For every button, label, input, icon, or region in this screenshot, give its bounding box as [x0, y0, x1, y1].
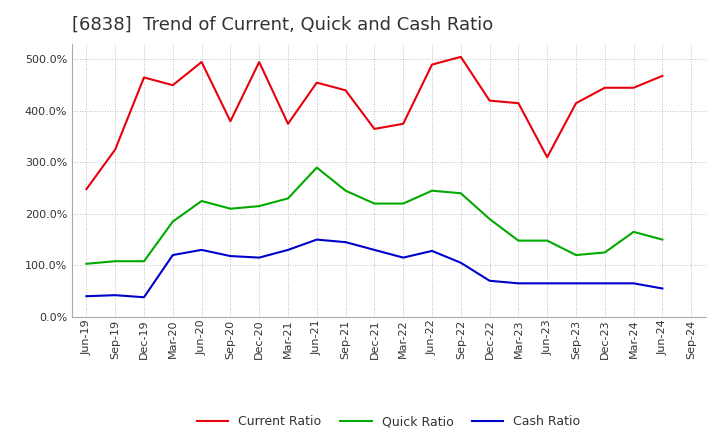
Current Ratio	[341, 88, 350, 93]
Current Ratio	[197, 59, 206, 65]
Quick Ratio	[82, 261, 91, 267]
Quick Ratio	[629, 229, 638, 235]
Cash Ratio	[572, 281, 580, 286]
Cash Ratio	[456, 260, 465, 265]
Current Ratio	[629, 85, 638, 90]
Cash Ratio	[284, 247, 292, 253]
Cash Ratio	[111, 293, 120, 298]
Quick Ratio	[399, 201, 408, 206]
Quick Ratio	[226, 206, 235, 211]
Cash Ratio	[370, 247, 379, 253]
Quick Ratio	[428, 188, 436, 193]
Cash Ratio	[658, 286, 667, 291]
Quick Ratio	[658, 237, 667, 242]
Text: [6838]  Trend of Current, Quick and Cash Ratio: [6838] Trend of Current, Quick and Cash …	[72, 16, 493, 34]
Legend: Current Ratio, Quick Ratio, Cash Ratio: Current Ratio, Quick Ratio, Cash Ratio	[192, 411, 585, 433]
Quick Ratio	[370, 201, 379, 206]
Quick Ratio	[456, 191, 465, 196]
Current Ratio	[399, 121, 408, 126]
Current Ratio	[226, 118, 235, 124]
Quick Ratio	[284, 196, 292, 201]
Quick Ratio	[312, 165, 321, 170]
Quick Ratio	[600, 250, 609, 255]
Current Ratio	[428, 62, 436, 67]
Current Ratio	[543, 154, 552, 160]
Cash Ratio	[428, 248, 436, 253]
Current Ratio	[140, 75, 148, 80]
Cash Ratio	[312, 237, 321, 242]
Quick Ratio	[197, 198, 206, 204]
Line: Quick Ratio: Quick Ratio	[86, 168, 662, 264]
Line: Cash Ratio: Cash Ratio	[86, 240, 662, 297]
Cash Ratio	[399, 255, 408, 260]
Current Ratio	[82, 187, 91, 192]
Cash Ratio	[168, 253, 177, 258]
Quick Ratio	[255, 203, 264, 209]
Current Ratio	[370, 126, 379, 132]
Cash Ratio	[485, 278, 494, 283]
Current Ratio	[111, 147, 120, 152]
Quick Ratio	[111, 259, 120, 264]
Current Ratio	[284, 121, 292, 126]
Quick Ratio	[485, 216, 494, 222]
Quick Ratio	[140, 259, 148, 264]
Cash Ratio	[543, 281, 552, 286]
Quick Ratio	[543, 238, 552, 243]
Quick Ratio	[514, 238, 523, 243]
Current Ratio	[514, 101, 523, 106]
Current Ratio	[485, 98, 494, 103]
Line: Current Ratio: Current Ratio	[86, 57, 662, 189]
Cash Ratio	[82, 293, 91, 299]
Cash Ratio	[226, 253, 235, 259]
Current Ratio	[658, 73, 667, 79]
Current Ratio	[572, 101, 580, 106]
Cash Ratio	[255, 255, 264, 260]
Cash Ratio	[629, 281, 638, 286]
Cash Ratio	[600, 281, 609, 286]
Cash Ratio	[140, 295, 148, 300]
Cash Ratio	[341, 239, 350, 245]
Current Ratio	[168, 83, 177, 88]
Current Ratio	[456, 54, 465, 59]
Current Ratio	[600, 85, 609, 90]
Quick Ratio	[341, 188, 350, 193]
Current Ratio	[312, 80, 321, 85]
Cash Ratio	[514, 281, 523, 286]
Cash Ratio	[197, 247, 206, 253]
Quick Ratio	[168, 219, 177, 224]
Current Ratio	[255, 59, 264, 65]
Quick Ratio	[572, 253, 580, 258]
